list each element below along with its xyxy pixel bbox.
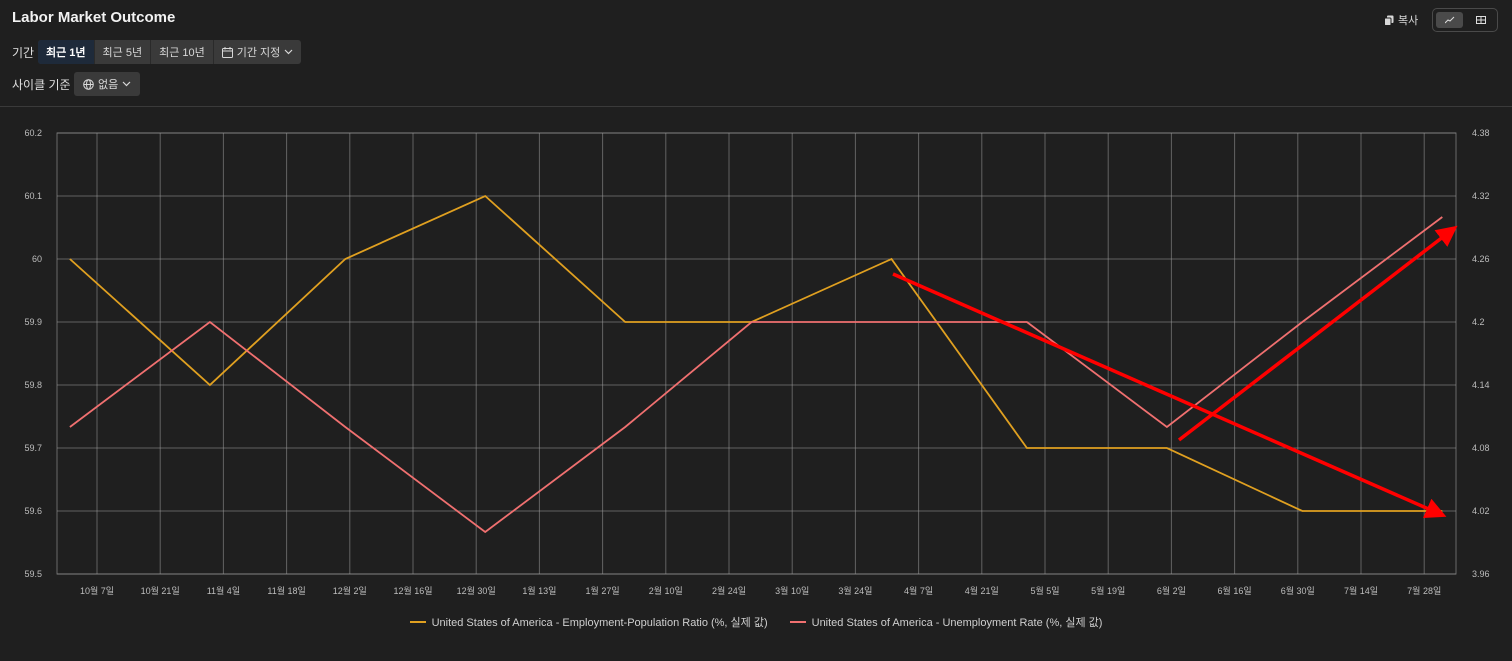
cycle-label: 사이클 기준 bbox=[12, 78, 71, 92]
x-tick-label: 1월 27일 bbox=[586, 585, 620, 596]
employment-ratio-series-line bbox=[69, 194, 1443, 512]
chart-legend: United States of America - Employment-Po… bbox=[0, 614, 1512, 630]
x-tick-label: 2월 24일 bbox=[712, 585, 746, 596]
x-tick-label: 10월 7일 bbox=[80, 585, 114, 596]
cycle-value: 없음 bbox=[98, 79, 119, 91]
plot-area-border bbox=[56, 132, 1457, 575]
page-title: Labor Market Outcome bbox=[12, 9, 176, 26]
y-left-tick-label: 59.6 bbox=[24, 506, 42, 516]
x-tick-label: 5월 5일 bbox=[1030, 585, 1059, 596]
y-right-tick-label: 4.08 bbox=[1472, 443, 1490, 453]
legend-swatch-unemployment bbox=[789, 621, 806, 623]
copy-icon bbox=[1384, 15, 1394, 26]
x-tick-label: 1월 13일 bbox=[522, 585, 556, 596]
x-tick-label: 7월 14일 bbox=[1344, 585, 1378, 596]
x-tick-label: 12월 30일 bbox=[457, 585, 496, 596]
legend-label-unemployment: United States of America - Unemployment … bbox=[811, 617, 1103, 629]
x-tick-label: 4월 7일 bbox=[904, 585, 933, 596]
y-right-tick-label: 4.26 bbox=[1472, 254, 1490, 264]
chevron-down-icon bbox=[122, 81, 131, 87]
y-left-tick-label: 59.8 bbox=[24, 380, 42, 390]
x-tick-label: 6월 2일 bbox=[1157, 585, 1186, 596]
view-toggle bbox=[1432, 8, 1498, 32]
x-tick-label: 11월 18일 bbox=[267, 585, 305, 596]
legend-item-employment[interactable]: United States of America - Employment-Po… bbox=[409, 614, 768, 630]
line-chart-view-button[interactable] bbox=[1436, 12, 1463, 28]
globe-icon bbox=[83, 78, 94, 90]
x-tick-label: 7월 28일 bbox=[1407, 585, 1441, 596]
period-option-5y[interactable]: 최근 5년 bbox=[95, 40, 152, 64]
custom-period-dropdown[interactable]: 기간 지정 bbox=[214, 40, 302, 64]
header-divider bbox=[0, 106, 1512, 107]
y-right-tick-label: 4.38 bbox=[1472, 128, 1490, 138]
x-tick-label: 5월 19일 bbox=[1091, 585, 1125, 596]
downward-trend-arrow bbox=[892, 272, 1447, 518]
period-label: 기간 bbox=[12, 46, 35, 60]
legend-label-employment: United States of America - Employment-Po… bbox=[431, 617, 768, 629]
calendar-icon bbox=[221, 46, 233, 58]
y-left-tick-label: 60.1 bbox=[24, 191, 42, 201]
x-tick-label: 12월 2일 bbox=[333, 585, 367, 596]
y-left-tick-label: 59.5 bbox=[24, 569, 42, 579]
period-selector: 최근 1년 최근 5년 최근 10년 기간 지정 bbox=[38, 40, 302, 64]
y-left-tick-label: 59.7 bbox=[24, 443, 42, 453]
line-chart-icon bbox=[1444, 16, 1454, 24]
y-right-tick-label: 4.2 bbox=[1472, 317, 1485, 327]
x-tick-label: 12월 16일 bbox=[393, 585, 432, 596]
x-tick-label: 6월 16일 bbox=[1218, 585, 1252, 596]
table-view-button[interactable] bbox=[1467, 12, 1494, 28]
legend-swatch-employment bbox=[409, 621, 426, 623]
table-icon bbox=[1475, 16, 1486, 24]
x-tick-label: 6월 30일 bbox=[1281, 585, 1315, 596]
x-tick-label: 3월 24일 bbox=[838, 585, 872, 596]
chevron-down-icon bbox=[284, 49, 293, 55]
x-tick-label: 11월 4일 bbox=[207, 585, 240, 596]
y-right-tick-label: 4.14 bbox=[1472, 380, 1490, 390]
x-tick-label: 2월 10일 bbox=[649, 585, 683, 596]
x-tick-label: 3월 10일 bbox=[775, 585, 809, 596]
x-tick-label: 4월 21일 bbox=[965, 585, 999, 596]
cycle-dropdown[interactable]: 없음 bbox=[74, 72, 141, 96]
period-option-10y[interactable]: 최근 10년 bbox=[151, 40, 214, 64]
y-right-tick-label: 4.32 bbox=[1472, 191, 1490, 201]
y-left-tick-label: 60.2 bbox=[24, 128, 42, 138]
y-left-tick-label: 60 bbox=[32, 254, 42, 264]
y-right-tick-label: 3.96 bbox=[1472, 569, 1490, 579]
y-right-tick-label: 4.02 bbox=[1472, 506, 1490, 516]
unemployment-rate-series-line bbox=[69, 216, 1443, 534]
copy-label: 복사 bbox=[1398, 15, 1419, 27]
legend-item-unemployment[interactable]: United States of America - Unemployment … bbox=[789, 614, 1103, 630]
upward-trend-arrow bbox=[1177, 225, 1458, 442]
x-tick-label: 10월 21일 bbox=[141, 585, 180, 596]
y-left-tick-label: 59.9 bbox=[24, 317, 42, 327]
period-option-1y[interactable]: 최근 1년 bbox=[38, 40, 95, 64]
copy-button[interactable]: 복사 bbox=[1384, 12, 1418, 28]
custom-period-label: 기간 지정 bbox=[236, 47, 281, 59]
